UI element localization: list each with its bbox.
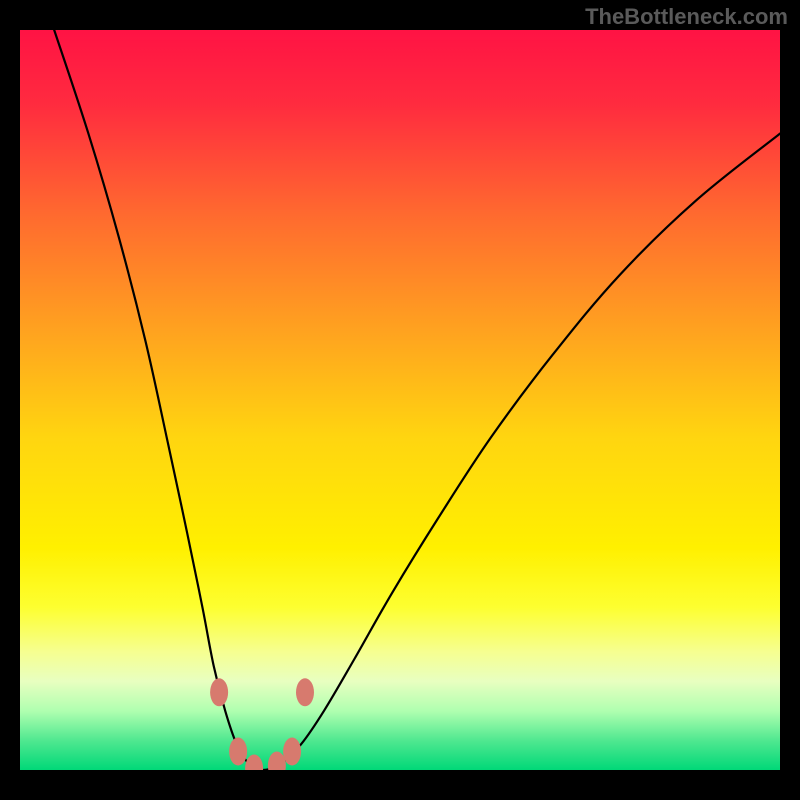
plot-area [20, 30, 780, 770]
watermark-text: TheBottleneck.com [585, 4, 788, 30]
curve-marker [296, 678, 314, 706]
marker-group [210, 678, 314, 770]
curve-marker [245, 755, 263, 770]
curve-marker [268, 752, 286, 770]
curve-marker [283, 738, 301, 766]
curve-marker [229, 738, 247, 766]
chart-container: TheBottleneck.com [0, 0, 800, 800]
bottleneck-curve [54, 30, 780, 770]
curve-marker [210, 678, 228, 706]
curve-overlay [20, 30, 780, 770]
